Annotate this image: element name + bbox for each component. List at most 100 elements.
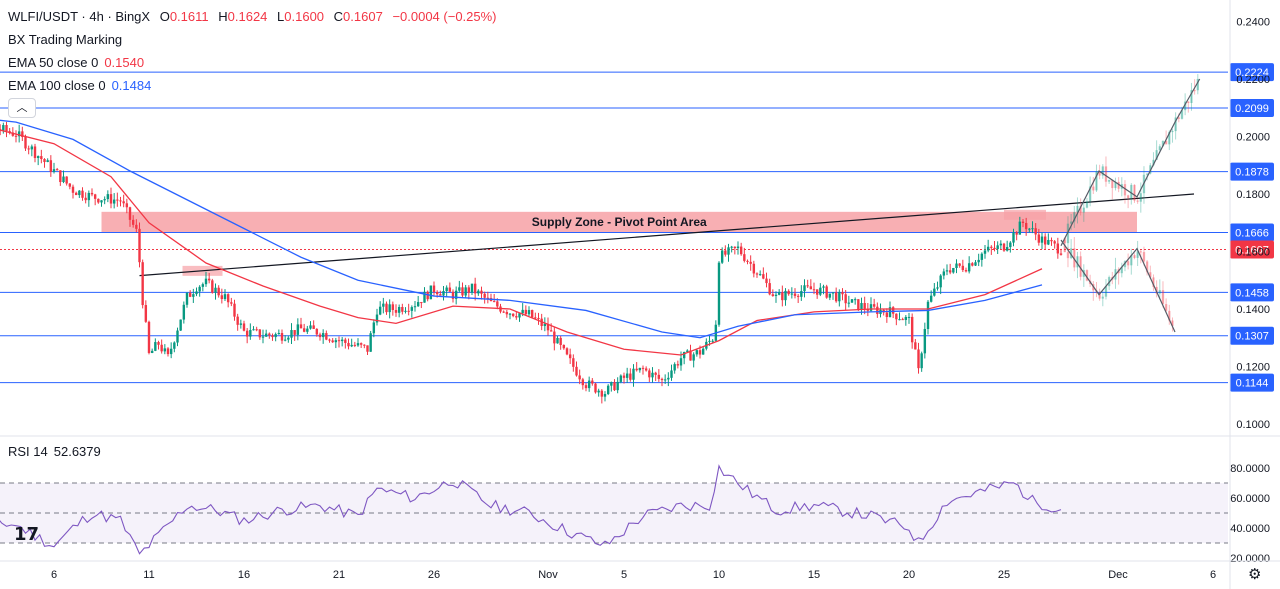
candle [90, 192, 94, 195]
candle [948, 270, 952, 273]
candle [420, 302, 423, 304]
projection-candle [1177, 117, 1180, 119]
candle [733, 246, 737, 249]
candle [543, 323, 547, 327]
candle [819, 287, 822, 295]
time-tick-label: 5 [621, 569, 627, 581]
tradingview-logo[interactable]: 17 [14, 524, 40, 545]
candle [293, 330, 296, 335]
candle [426, 291, 429, 300]
symbol-title[interactable]: WLFI/USDT · 4h · BingX [8, 9, 151, 24]
collapse-legend-button[interactable]: ︿ [8, 98, 36, 118]
candle [578, 375, 581, 380]
level-price-label: 0.1307 [1235, 331, 1269, 343]
candle [1009, 242, 1012, 248]
candle [435, 292, 439, 295]
candle [977, 259, 980, 263]
candle [597, 390, 600, 393]
candle [895, 313, 898, 320]
candle [1015, 232, 1018, 235]
candle [616, 381, 619, 391]
projection-candle [1126, 195, 1130, 199]
projection-candle [1149, 272, 1152, 278]
candle [309, 325, 312, 329]
projection-candle [1187, 101, 1190, 104]
candle [401, 307, 404, 312]
projection-candle [1158, 290, 1161, 294]
candle [815, 289, 819, 295]
projection-candle [1076, 256, 1079, 268]
candle [575, 366, 578, 376]
candle [2, 125, 5, 131]
time-tick-label: 6 [51, 569, 57, 581]
candle [635, 368, 638, 371]
candle [334, 340, 338, 343]
candle [106, 194, 110, 200]
candle [682, 351, 686, 359]
candle [448, 287, 452, 292]
candle [179, 319, 182, 331]
candle [606, 385, 610, 395]
level-price-label: 0.1878 [1235, 167, 1269, 179]
candle [287, 337, 290, 340]
candle [416, 302, 420, 307]
indicator-bx[interactable]: BX Trading Marking [8, 32, 123, 47]
rsi-legend[interactable]: RSI 14 52.6379 [8, 444, 101, 459]
candle [340, 339, 344, 342]
candle [1037, 234, 1041, 243]
candle [638, 367, 642, 371]
candle [223, 294, 227, 300]
candle [5, 125, 8, 132]
candle [62, 176, 65, 183]
candle [717, 262, 721, 325]
time-tick-label: 16 [238, 569, 250, 581]
candle [74, 192, 78, 196]
candle [207, 278, 211, 281]
candle [556, 337, 559, 344]
candle [793, 293, 797, 296]
candle [730, 246, 733, 248]
candle [755, 273, 759, 275]
candle [163, 348, 167, 352]
candle [771, 294, 775, 296]
candle [559, 337, 562, 346]
indicator-ema50[interactable]: EMA 50 close 0 0.1540 [8, 51, 497, 74]
candle [584, 385, 588, 389]
candle [328, 339, 331, 341]
level-price-label: 0.2099 [1235, 103, 1269, 115]
candle [258, 329, 262, 338]
projection-candle [1164, 304, 1168, 311]
candle [46, 160, 49, 163]
gear-icon[interactable]: ⚙ [1248, 566, 1262, 583]
indicator-ema100[interactable]: EMA 100 close 0 0.1484 [8, 74, 497, 97]
candle [185, 292, 189, 305]
time-tick-label: 20 [903, 569, 915, 581]
candle [914, 342, 917, 350]
rsi-label: RSI 14 [8, 444, 48, 459]
candle [182, 304, 186, 320]
supply-zone-layer: Supply Zone - Pivot Point Area [101, 209, 1137, 276]
candle [483, 293, 486, 298]
candle [1018, 221, 1022, 235]
candle [71, 186, 75, 193]
candle [81, 190, 84, 198]
candle [496, 301, 499, 307]
candle [112, 199, 116, 204]
candle [752, 263, 756, 274]
candle [344, 339, 347, 343]
candle [692, 354, 695, 361]
candle [502, 311, 505, 313]
candle [65, 176, 68, 184]
projection-candle [1088, 186, 1092, 202]
candle [518, 313, 521, 318]
projection-candle [1120, 267, 1123, 274]
projection-candle [1139, 251, 1142, 253]
candle [252, 329, 255, 331]
rsi-tick-label: 80.0000 [1230, 463, 1270, 475]
projection-candle [1158, 146, 1161, 151]
candle [302, 328, 306, 332]
candle [876, 306, 879, 315]
candle [831, 292, 835, 294]
candle [929, 295, 933, 302]
